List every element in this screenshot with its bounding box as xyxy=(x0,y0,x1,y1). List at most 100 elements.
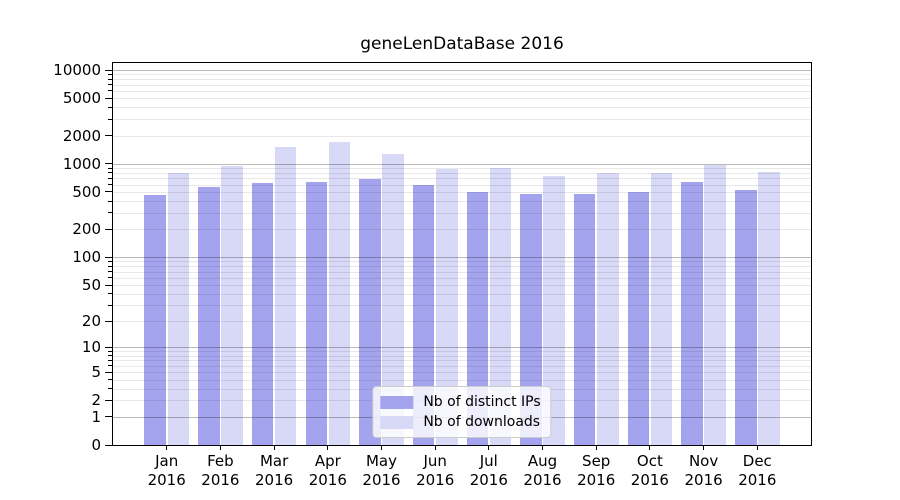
y-tick-label-500: 500 xyxy=(72,182,101,201)
y-minor-tick-40 xyxy=(108,293,112,295)
y-tick-label-200: 200 xyxy=(72,220,101,239)
gridline-800 xyxy=(113,172,811,174)
gridline-5 xyxy=(113,372,811,374)
bar-downloads-sep xyxy=(597,173,619,445)
y-tick-200 xyxy=(105,228,112,230)
bar-downloads-nov xyxy=(704,164,726,445)
plot-area: Nb of distinct IPs Nb of downloads xyxy=(112,62,812,446)
bars-layer xyxy=(113,63,811,445)
gridline-9000 xyxy=(113,74,811,76)
y-tick-label-100: 100 xyxy=(72,248,101,267)
y-minor-tick-9 xyxy=(108,350,112,352)
y-tick-label-2000: 2000 xyxy=(62,126,101,145)
gridline-40 xyxy=(113,293,811,295)
y-minor-tick-600 xyxy=(108,184,112,185)
y-minor-tick-3 xyxy=(108,388,112,390)
bar-distinct-ips-apr xyxy=(305,182,327,445)
x-tick-label-jul: Jul 2016 xyxy=(469,452,508,489)
y-minor-tick-700 xyxy=(108,177,112,179)
gridline-900 xyxy=(113,168,811,170)
bar-distinct-ips-nov xyxy=(681,181,703,445)
y-tick-1 xyxy=(105,416,112,418)
y-tick-10000 xyxy=(105,69,112,71)
y-minor-tick-60 xyxy=(108,277,112,279)
gridline-5000 xyxy=(113,98,811,100)
legend-item-downloads: Nb of downloads xyxy=(380,412,540,432)
y-tick-label-2: 2 xyxy=(91,391,101,410)
legend-item-distinct-ips: Nb of distinct IPs xyxy=(380,392,541,412)
bar-distinct-ips-mar xyxy=(251,182,274,445)
y-minor-tick-90 xyxy=(108,260,112,262)
gridline-500 xyxy=(113,191,811,193)
gridline-1000 xyxy=(113,163,811,165)
x-tick-label-mar: Mar 2016 xyxy=(255,452,294,489)
x-tick-oct xyxy=(649,445,651,450)
plot-frame xyxy=(112,62,812,446)
gridline-200 xyxy=(113,229,811,231)
x-tick-jul xyxy=(488,445,490,450)
x-tick-may xyxy=(381,445,382,450)
y-tick-5000 xyxy=(105,97,112,99)
y-tick-50 xyxy=(105,284,112,286)
y-tick-20 xyxy=(105,320,112,322)
y-tick-label-5000: 5000 xyxy=(62,89,101,108)
x-tick-jan xyxy=(166,445,168,450)
bar-downloads-may xyxy=(382,154,404,445)
gridline-80 xyxy=(113,266,811,268)
bar-downloads-dec xyxy=(758,171,780,445)
gridline-90 xyxy=(113,261,811,263)
y-minor-tick-6000 xyxy=(108,90,112,92)
y-tick-label-0: 0 xyxy=(91,436,101,454)
gridline-700 xyxy=(113,178,811,180)
y-tick-2 xyxy=(105,399,112,401)
x-tick-label-apr: Apr 2016 xyxy=(308,452,347,489)
gridline-10000 xyxy=(113,70,811,72)
x-tick-label-jan: Jan 2016 xyxy=(147,452,186,489)
y-tick-label-1: 1 xyxy=(91,407,101,426)
gridline-20 xyxy=(113,321,811,323)
gridline-300 xyxy=(113,212,811,214)
bar-distinct-ips-sep xyxy=(573,193,596,445)
y-minor-tick-8 xyxy=(108,355,112,357)
legend-swatch-downloads xyxy=(380,415,414,429)
gridline-7 xyxy=(113,360,811,362)
gridline-8000 xyxy=(113,79,811,81)
legend-swatch-distinct-ips xyxy=(380,395,414,409)
x-tick-label-sep: Sep 2016 xyxy=(577,452,616,489)
bar-distinct-ips-jul xyxy=(466,192,488,445)
x-tick-label-feb: Feb 2016 xyxy=(201,452,240,489)
x-tick-label-dec: Dec 2016 xyxy=(738,452,777,489)
bar-downloads-jun xyxy=(436,169,458,445)
x-tick-dec xyxy=(756,445,758,450)
x-tick-mar xyxy=(273,445,275,450)
y-tick-1000 xyxy=(105,163,112,165)
y-tick-label-5: 5 xyxy=(91,363,101,382)
bar-downloads-jul xyxy=(489,167,512,445)
y-minor-tick-4000 xyxy=(108,106,112,108)
x-tick-jun xyxy=(434,445,436,450)
gridline-50 xyxy=(113,285,811,286)
x-tick-label-jun: Jun 2016 xyxy=(416,452,455,489)
y-minor-tick-400 xyxy=(108,200,112,202)
bar-downloads-mar xyxy=(274,147,297,445)
bar-distinct-ips-jun xyxy=(412,184,435,445)
x-tick-feb xyxy=(219,445,221,450)
y-tick-2000 xyxy=(105,135,112,137)
bar-distinct-ips-dec xyxy=(735,189,757,445)
y-tick-label-10: 10 xyxy=(81,338,101,357)
gridline-9 xyxy=(113,351,811,353)
y-tick-500 xyxy=(105,191,112,193)
y-tick-label-1000: 1000 xyxy=(62,154,101,173)
gridline-4000 xyxy=(113,107,811,109)
bar-distinct-ips-jan xyxy=(144,195,166,445)
legend-label-distinct-ips: Nb of distinct IPs xyxy=(423,394,541,410)
gridline-60 xyxy=(113,277,811,279)
gridline-2000 xyxy=(113,135,811,137)
legend-label-downloads: Nb of downloads xyxy=(423,414,541,430)
bar-distinct-ips-aug xyxy=(520,194,542,445)
x-tick-label-nov: Nov 2016 xyxy=(684,452,723,489)
gridline-7000 xyxy=(113,84,811,86)
bar-distinct-ips-oct xyxy=(627,191,650,445)
gridline-10 xyxy=(113,347,811,349)
